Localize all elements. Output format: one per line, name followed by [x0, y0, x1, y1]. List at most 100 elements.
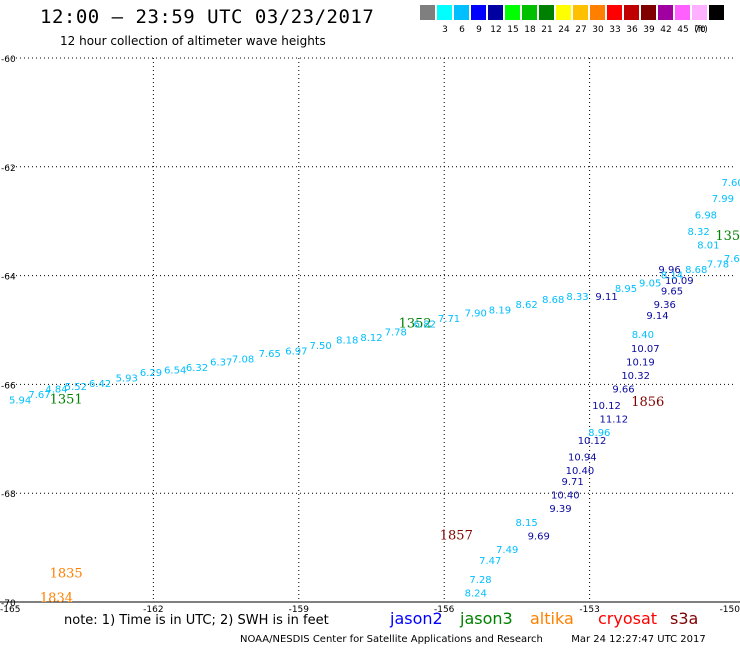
wave-height-point: 5.93	[116, 374, 138, 385]
colorbar-label: 42	[660, 25, 672, 35]
wave-height-point: 8.14	[661, 270, 683, 281]
wave-height-point: 10.40	[551, 491, 580, 502]
page-title: 12:00 – 23:59 UTC 03/23/2017	[40, 6, 375, 28]
colorbar-label: 24	[558, 25, 570, 35]
colorbar-label: 36	[626, 25, 638, 35]
colorbar-label: 70	[694, 25, 706, 35]
wave-height-point: 9.05	[639, 278, 661, 289]
colorbar-label: 27	[575, 25, 587, 35]
colorbar-label: 3	[442, 25, 448, 35]
wave-height-point: 10.19	[626, 357, 655, 368]
wave-height-point: 9.11	[595, 292, 617, 303]
colorbar-swatch	[641, 5, 656, 20]
colorbar-swatch	[607, 5, 622, 20]
wave-height-point: 7.78	[707, 259, 729, 270]
wave-height-point: 8.01	[697, 240, 719, 251]
colorbar-label: 39	[643, 25, 655, 35]
wave-height-point: 10.12	[578, 436, 607, 447]
colorbar-label: 12	[490, 25, 502, 35]
wave-height-point: 6.42	[89, 379, 111, 390]
wave-height-point: 6.37	[210, 357, 232, 368]
wave-height-point: 9.36	[654, 300, 676, 311]
pass-time-label: 1835	[50, 567, 83, 582]
pass-time-label: 1857	[440, 528, 473, 543]
colorbar-swatch	[420, 5, 435, 20]
colorbar-swatch	[505, 5, 520, 20]
wave-height-point: 5.94	[9, 395, 31, 406]
wave-height-point: 7.67	[28, 390, 50, 401]
x-tick-label: -150	[720, 605, 740, 615]
x-tick-label: -156	[434, 605, 455, 615]
wave-height-point: 6.97	[285, 346, 307, 357]
wave-height-point: 8.33	[566, 292, 588, 303]
colorbar-swatch	[692, 5, 707, 20]
colorbar-label: 15	[507, 25, 519, 35]
satellite-legend-jason3: jason3	[460, 609, 513, 628]
y-tick-label: -68	[1, 490, 16, 500]
wave-height-point: 10.40	[566, 466, 595, 477]
colorbar-swatch	[556, 5, 571, 20]
wave-height-point: 6.29	[140, 368, 162, 379]
wave-height-point: 8.24	[465, 589, 487, 600]
y-tick-label: -70	[1, 599, 16, 609]
colorbar-swatch	[454, 5, 469, 20]
wave-height-point: 9.65	[661, 287, 683, 298]
wave-height-point: 10.94	[568, 453, 597, 464]
wave-height-point: 8.62	[515, 300, 537, 311]
wave-height-point: 8.95	[615, 284, 637, 295]
wave-height-point: 11.12	[600, 414, 629, 425]
colorbar-unit: (ft)	[694, 25, 708, 35]
pass-time-label: 1856	[631, 395, 664, 410]
y-tick-label: -66	[1, 381, 16, 391]
colorbar-label: 33	[609, 25, 621, 35]
wave-height-point: 9.66	[612, 385, 634, 396]
wave-height-point: 9.14	[646, 311, 668, 322]
colorbar-swatch	[471, 5, 486, 20]
wave-height-point: 9.69	[528, 531, 550, 542]
pass-time-label: 135	[715, 229, 740, 244]
credit-text: NOAA/NESDIS Center for Satellite Applica…	[240, 634, 543, 645]
pass-time-label: 1351	[50, 392, 83, 407]
colorbar-label: 9	[476, 25, 482, 35]
satellite-legend-altika: altika	[530, 609, 574, 628]
wave-height-point: 7.47	[479, 556, 501, 567]
wave-height-point: 8.18	[336, 336, 358, 347]
wave-height-point: 7.65	[259, 349, 281, 360]
wave-height-point: 7.60	[721, 178, 740, 189]
x-tick-label: -159	[289, 605, 310, 615]
colorbar-swatch	[522, 5, 537, 20]
wave-height-point: 10.07	[631, 344, 660, 355]
credit-line: NOAA/NESDIS Center for Satellite Applica…	[240, 634, 706, 645]
colorbar-swatch	[573, 5, 588, 20]
wave-height-point: 7.71	[438, 314, 460, 325]
wave-height-point: 8.19	[489, 306, 511, 317]
colorbar-swatch	[675, 5, 690, 20]
wave-height-point: 9.71	[562, 477, 584, 488]
colorbar-swatch	[437, 5, 452, 20]
wave-height-point: 10.09	[665, 276, 694, 287]
wave-height-point: 7.49	[496, 545, 518, 556]
wave-height-point: 4.84	[45, 385, 67, 396]
wave-height-point: 9.96	[658, 265, 680, 276]
satellite-legend-cryosat: cryosat	[598, 609, 658, 628]
colorbar-swatch	[658, 5, 673, 20]
wave-height-point: 6.32	[186, 363, 208, 374]
satellite-legend-s3a: s3a	[670, 609, 699, 628]
wave-height-point: 8.68	[542, 295, 564, 306]
colorbar-label: 45	[677, 25, 689, 35]
colorbar-label: 30	[592, 25, 604, 35]
wave-height-point: 5.52	[65, 382, 87, 393]
colorbar-label: 18	[524, 25, 536, 35]
colorbar-label: 6	[459, 25, 465, 35]
wave-height-point: 8.12	[360, 333, 382, 344]
wave-height-point: 8.32	[688, 227, 710, 238]
y-tick-label: -64	[1, 273, 16, 283]
x-tick-label: -153	[579, 605, 599, 615]
footer-note: note: 1) Time is in UTC; 2) SWH is in fe…	[64, 613, 329, 628]
wave-height-point: 8.40	[632, 330, 654, 341]
colorbar-swatch	[590, 5, 605, 20]
wave-height-point: 8.68	[685, 265, 707, 276]
satellite-legend-jason2: jason2	[390, 609, 443, 628]
wave-height-point: 10.12	[592, 401, 621, 412]
